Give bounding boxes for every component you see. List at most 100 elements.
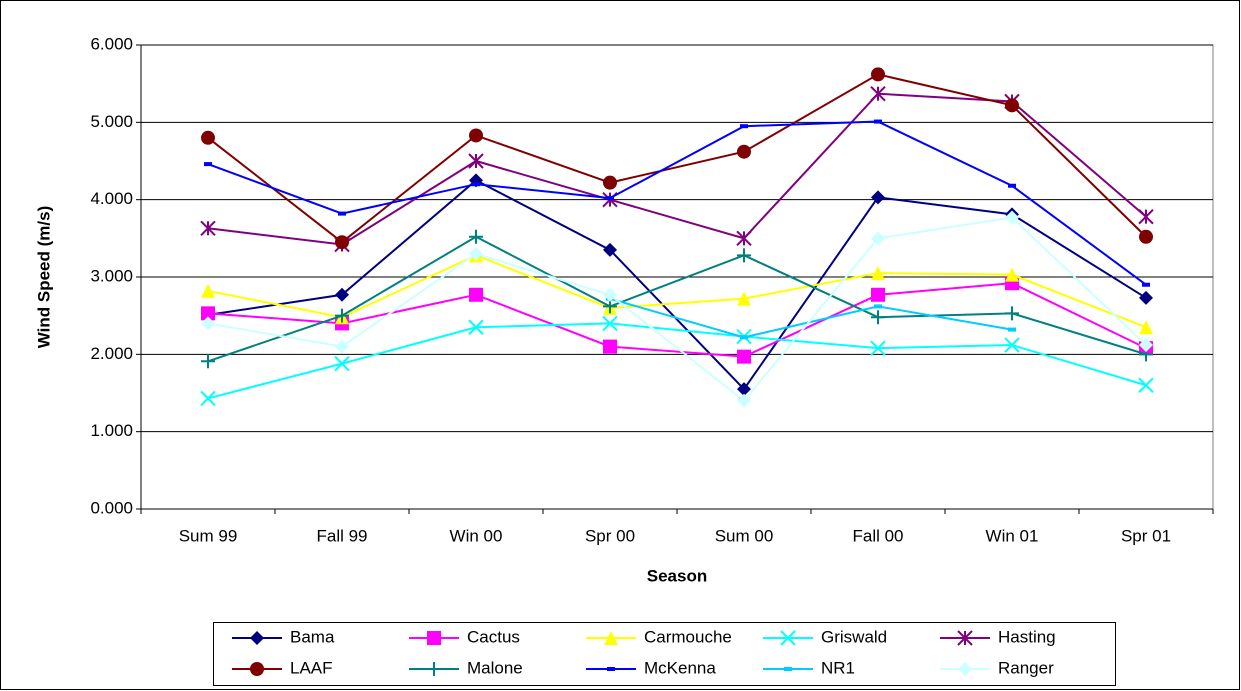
legend-marker <box>607 667 615 671</box>
marker <box>871 67 885 82</box>
marker <box>335 339 349 354</box>
marker <box>871 310 885 325</box>
y-tick-label: 5.000 <box>90 112 133 131</box>
marker <box>737 248 751 263</box>
y-tick-label: 0.000 <box>90 498 133 517</box>
marker <box>468 153 484 169</box>
y-axis-title: Wind Speed (m/s) <box>34 206 53 348</box>
marker <box>469 246 483 261</box>
marker <box>737 144 751 159</box>
marker <box>469 287 483 302</box>
marker <box>201 130 215 145</box>
marker <box>737 349 751 364</box>
legend-label: Carmouche <box>644 627 732 646</box>
marker <box>1005 267 1019 282</box>
series-line <box>207 322 1147 400</box>
x-tick-label: Win 00 <box>450 526 503 545</box>
marker <box>201 306 215 321</box>
marker <box>1008 327 1016 332</box>
marker <box>335 287 349 302</box>
marker <box>603 339 617 354</box>
legend-label: Malone <box>467 658 523 677</box>
marker <box>1008 183 1016 188</box>
series-line <box>207 179 1147 391</box>
legend-marker <box>250 631 264 645</box>
y-tick-label: 3.000 <box>90 266 133 285</box>
marker <box>737 291 751 306</box>
series-line <box>207 235 1147 363</box>
legend-label: NR1 <box>821 658 855 677</box>
marker <box>1138 377 1154 393</box>
marker <box>201 354 215 369</box>
series-line <box>207 254 1147 329</box>
marker <box>874 119 882 124</box>
legend-marker <box>957 630 973 646</box>
marker <box>200 220 216 236</box>
marker <box>871 287 885 302</box>
marker <box>335 235 349 250</box>
legend-marker <box>780 630 796 646</box>
marker <box>603 242 617 257</box>
marker <box>871 231 885 246</box>
marker <box>874 304 882 309</box>
x-tick-label: Spr 01 <box>1121 526 1171 545</box>
marker <box>334 355 350 372</box>
marker <box>200 390 216 407</box>
marker <box>740 124 748 129</box>
marker <box>737 393 751 408</box>
marker <box>737 382 751 397</box>
marker <box>469 128 483 143</box>
marker <box>201 283 215 298</box>
legend-label: LAAF <box>290 658 333 677</box>
marker <box>472 182 480 187</box>
marker <box>606 196 614 201</box>
marker <box>1139 229 1153 244</box>
marker <box>1139 320 1153 335</box>
legend-marker <box>427 662 441 676</box>
marker <box>1142 282 1150 287</box>
x-tick-label: Spr 00 <box>585 526 635 545</box>
legend-label: Bama <box>290 627 335 646</box>
y-tick-label: 6.000 <box>90 34 133 53</box>
marker <box>468 319 484 335</box>
marker <box>740 335 748 340</box>
x-axis-title: Season <box>647 566 707 585</box>
x-tick-label: Win 01 <box>986 526 1039 545</box>
x-tick-label: Sum 99 <box>179 526 238 545</box>
marker <box>204 162 212 167</box>
y-tick-label: 2.000 <box>90 344 133 363</box>
marker <box>469 229 483 244</box>
series-line <box>207 282 1147 358</box>
series-line <box>207 73 1147 244</box>
marker <box>1005 98 1019 113</box>
marker <box>1005 306 1019 321</box>
marker <box>338 211 346 216</box>
legend-label: Hasting <box>998 627 1056 646</box>
legend-marker <box>250 662 264 676</box>
legend-marker <box>958 662 972 676</box>
marker <box>736 230 752 247</box>
marker <box>1005 210 1019 225</box>
series-line <box>609 297 1013 339</box>
marker <box>603 287 617 302</box>
marker <box>335 308 349 323</box>
legend-label: McKenna <box>644 658 716 677</box>
legend-marker <box>427 631 441 645</box>
legend-label: Cactus <box>467 627 520 646</box>
legend-marker <box>784 667 792 671</box>
y-tick-label: 4.000 <box>90 189 133 208</box>
legend-label: Griswald <box>821 627 887 646</box>
marker <box>1138 208 1154 225</box>
x-tick-label: Sum 00 <box>715 526 774 545</box>
x-tick-label: Fall 99 <box>316 526 367 545</box>
x-tick-label: Fall 00 <box>852 526 903 545</box>
y-tick-label: 1.000 <box>90 421 133 440</box>
marker <box>870 340 886 356</box>
series-line <box>207 216 1147 403</box>
marker <box>871 190 885 205</box>
marker <box>871 266 885 281</box>
legend-marker <box>604 631 618 645</box>
